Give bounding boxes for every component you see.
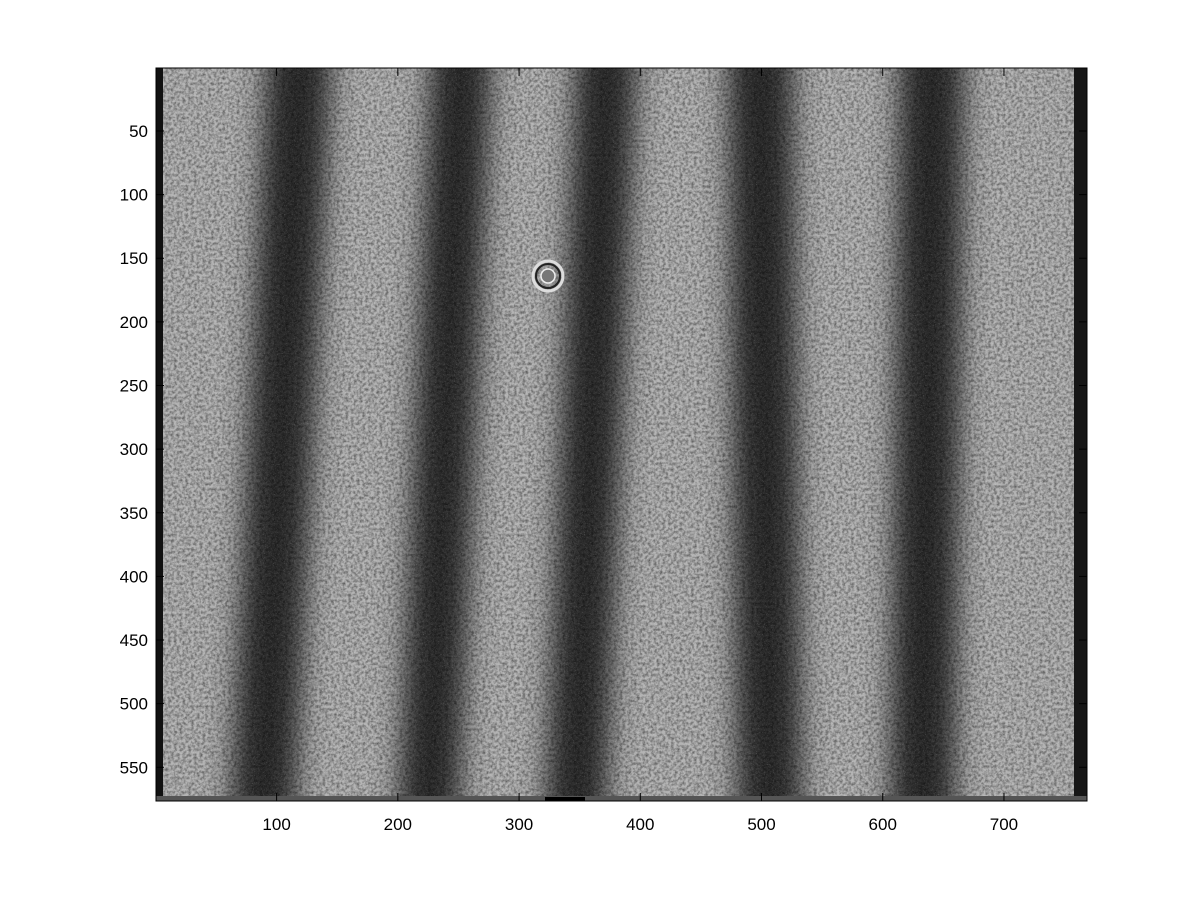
right-edge-strip [1074,68,1087,801]
y-tick-label: 150 [120,249,148,268]
y-tick-label: 50 [129,122,148,141]
bottom-dark-mark [545,797,585,801]
x-tick-label: 300 [505,815,533,834]
y-tick-label: 400 [120,567,148,586]
x-tick-label: 100 [262,815,290,834]
x-tick-label: 200 [384,815,412,834]
speckle-highlights [156,68,1087,801]
x-tick-label: 500 [747,815,775,834]
y-tick-label: 550 [120,758,148,777]
y-tick-label: 350 [120,504,148,523]
left-edge-strip [156,68,163,801]
y-tick-label: 250 [120,377,148,396]
bottom-edge-strip [156,796,1087,801]
axes-box [155,67,1088,802]
y-tick-label: 100 [120,186,148,205]
x-tick-label: 700 [990,815,1018,834]
y-tick-label: 300 [120,440,148,459]
x-tick-label: 600 [869,815,897,834]
x-axis: 100 200 300 400 500 600 700 [262,68,1018,834]
y-tick-label: 500 [120,695,148,714]
bubble-artifact [531,259,565,293]
y-axis: 50 100 150 200 250 300 350 400 450 500 550 [120,122,1087,777]
x-tick-label: 400 [626,815,654,834]
image-area [156,68,1087,801]
y-tick-label: 200 [120,313,148,332]
y-tick-label: 450 [120,631,148,650]
